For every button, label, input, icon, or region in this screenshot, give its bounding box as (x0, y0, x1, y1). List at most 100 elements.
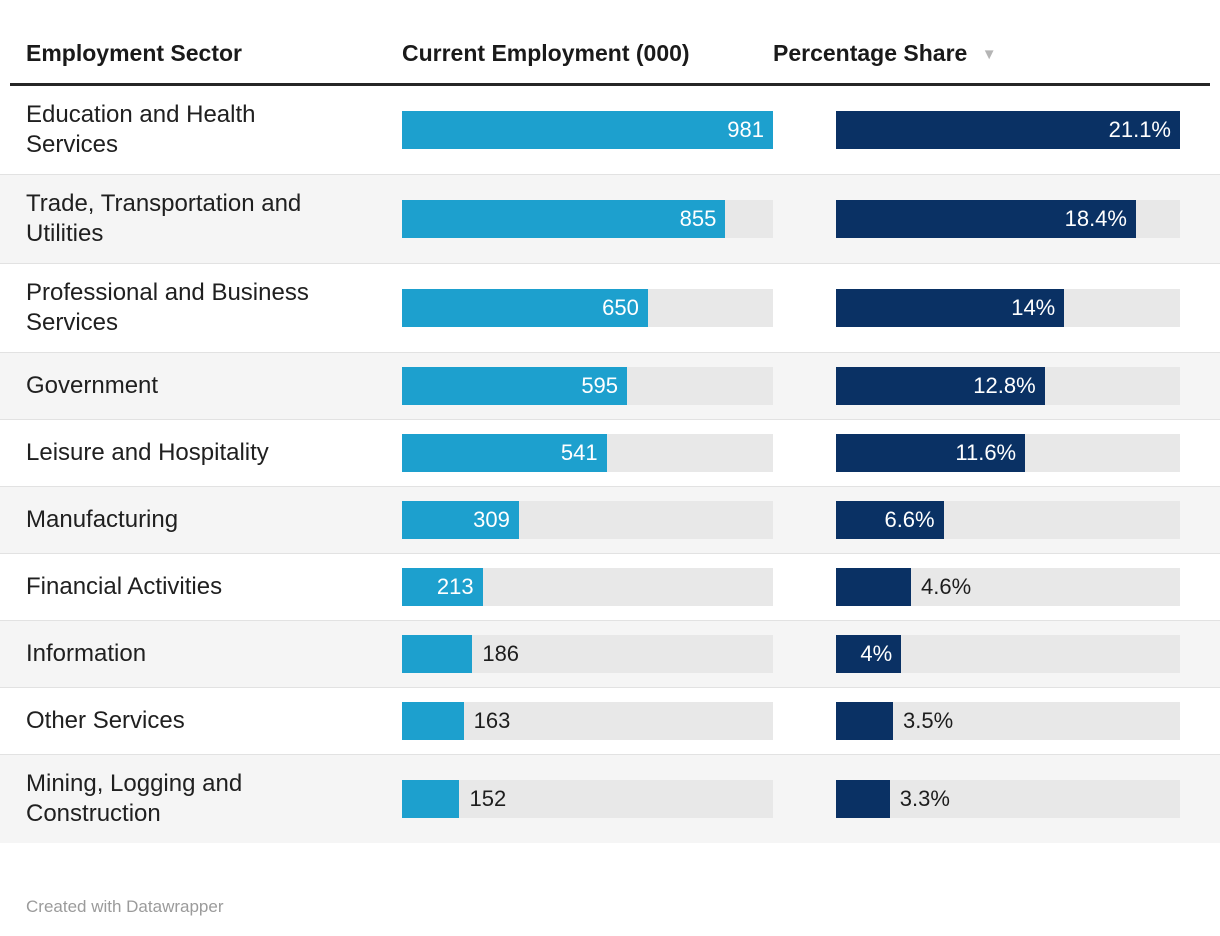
employment-bar-cell: 981 (402, 100, 773, 160)
employment-bar-cell: 163 (402, 702, 773, 740)
employment-bar-cell: 541 (402, 434, 773, 472)
table-header: Employment Sector Current Employment (00… (0, 36, 1220, 83)
employment-bar-track: 595 (402, 367, 773, 405)
share-value-label: 3.3% (899, 786, 950, 811)
employment-bar-track: 855 (402, 200, 773, 238)
column-header-percentage-share[interactable]: Percentage Share ▼ (773, 40, 1180, 67)
sector-label: Education and Health Services (26, 101, 256, 158)
employment-bar-cell: 595 (402, 367, 773, 405)
employment-value-label: 855 (679, 206, 717, 231)
employment-value-label: 163 (473, 708, 511, 733)
share-bar-cell: 3.5% (836, 702, 1180, 740)
share-bar-cell: 18.4% (836, 189, 1180, 249)
table-body: Education and Health Services 981 21.1% … (0, 86, 1220, 843)
share-value-label: 21.1% (1108, 117, 1171, 142)
share-bar-track: 21.1% (836, 111, 1180, 149)
share-bar-track: 14% (836, 289, 1180, 327)
employment-value-label: 650 (602, 295, 639, 320)
share-bar (836, 635, 902, 673)
employment-value-label: 981 (727, 117, 764, 142)
employment-bar-cell: 152 (402, 769, 773, 829)
sort-descending-icon[interactable]: ▼ (981, 46, 997, 63)
share-bar-track: 4.6% (836, 568, 1180, 606)
column-header-label: Current Employment (000) (402, 40, 690, 66)
share-bar (836, 200, 1136, 238)
share-bar-cell: 3.3% (836, 769, 1180, 829)
sector-label: Leisure and Hospitality (26, 439, 269, 466)
share-value-label: 3.5% (903, 708, 954, 733)
employment-bar-track: 981 (402, 111, 773, 149)
share-bar (836, 568, 911, 606)
column-header-current-employment[interactable]: Current Employment (000) (402, 40, 773, 67)
share-bar (836, 367, 1045, 405)
employment-bar-cell: 855 (402, 189, 773, 249)
employment-bar (402, 501, 519, 539)
employment-bar-track: 213 (402, 568, 773, 606)
share-bar-track: 11.6% (836, 434, 1180, 472)
share-value-label: 11.6% (955, 440, 1017, 465)
table-row: Professional and Business Services 650 1… (0, 263, 1220, 352)
share-value-label: 12.8% (973, 373, 1036, 398)
sector-label: Financial Activities (26, 573, 223, 600)
table-row: Government 595 12.8% (0, 352, 1220, 419)
share-bar (836, 501, 944, 539)
table-row: Leisure and Hospitality 541 11.6% (0, 419, 1220, 486)
employment-bar-track: 309 (402, 501, 773, 539)
table-row: Information 186 4% (0, 620, 1220, 687)
employment-bar-cell: 213 (402, 568, 773, 606)
share-bar-track: 12.8% (836, 367, 1180, 405)
employment-bar-track: 541 (402, 434, 773, 472)
employment-bar (402, 568, 483, 606)
share-value-label: 4.6% (920, 574, 972, 599)
share-bar-cell: 12.8% (836, 367, 1180, 405)
share-bar-cell: 21.1% (836, 100, 1180, 160)
table-row: Trade, Transportation and Utilities 855 … (0, 174, 1220, 263)
column-header-employment-sector[interactable]: Employment Sector (26, 40, 402, 67)
sector-label: Government (26, 372, 159, 399)
employment-value-label: 152 (469, 786, 507, 811)
employment-table: Employment Sector Current Employment (00… (0, 36, 1220, 917)
employment-bar (402, 434, 607, 472)
share-bar-track: 6.6% (836, 501, 1180, 539)
share-bar-cell: 4% (836, 635, 1180, 673)
share-bar (836, 289, 1065, 327)
share-bar-track: 3.5% (836, 702, 1180, 740)
share-bar-cell: 6.6% (836, 501, 1180, 539)
employment-bar (402, 635, 473, 673)
sector-label: Other Services (26, 707, 185, 734)
employment-bar-track: 650 (402, 289, 773, 327)
sector-label: Manufacturing (26, 506, 179, 533)
employment-bar-cell: 309 (402, 501, 773, 539)
attribution: Created with Datawrapper (26, 897, 1220, 917)
employment-bar-cell: 650 (402, 278, 773, 338)
sector-label: Information (26, 640, 147, 667)
share-bar-cell: 14% (836, 278, 1180, 338)
table-row: Education and Health Services 981 21.1% (0, 86, 1220, 174)
share-value-label: 14% (1011, 295, 1056, 320)
share-bar-track: 3.3% (836, 780, 1180, 818)
share-value-label: 6.6% (884, 507, 935, 532)
table-row: Other Services 163 3.5% (0, 687, 1220, 754)
table-row: Financial Activities 213 4.6% (0, 553, 1220, 620)
employment-bar (402, 780, 460, 818)
header-divider (10, 83, 1210, 86)
table-row: Manufacturing 309 6.6% (0, 486, 1220, 553)
employment-bar-track: 186 (402, 635, 773, 673)
share-bar (836, 111, 1180, 149)
sector-label: Mining, Logging and Construction (26, 770, 243, 827)
employment-bar-track: 152 (402, 780, 773, 818)
share-value-label: 4% (860, 641, 893, 666)
sector-label: Professional and Business Services (26, 279, 309, 336)
share-bar-track: 4% (836, 635, 1180, 673)
share-bar-cell: 11.6% (836, 434, 1180, 472)
employment-value-label: 541 (560, 440, 598, 465)
employment-bar (402, 111, 773, 149)
employment-bar-cell: 186 (402, 635, 773, 673)
share-bar-cell: 4.6% (836, 568, 1180, 606)
column-header-label: Employment Sector (26, 40, 242, 66)
employment-value-label: 309 (473, 507, 510, 532)
column-header-label: Percentage Share (773, 40, 968, 66)
datawrapper-credit-link[interactable]: Created with Datawrapper (26, 897, 224, 916)
sector-label: Trade, Transportation and Utilities (26, 190, 302, 247)
employment-bar (402, 367, 628, 405)
